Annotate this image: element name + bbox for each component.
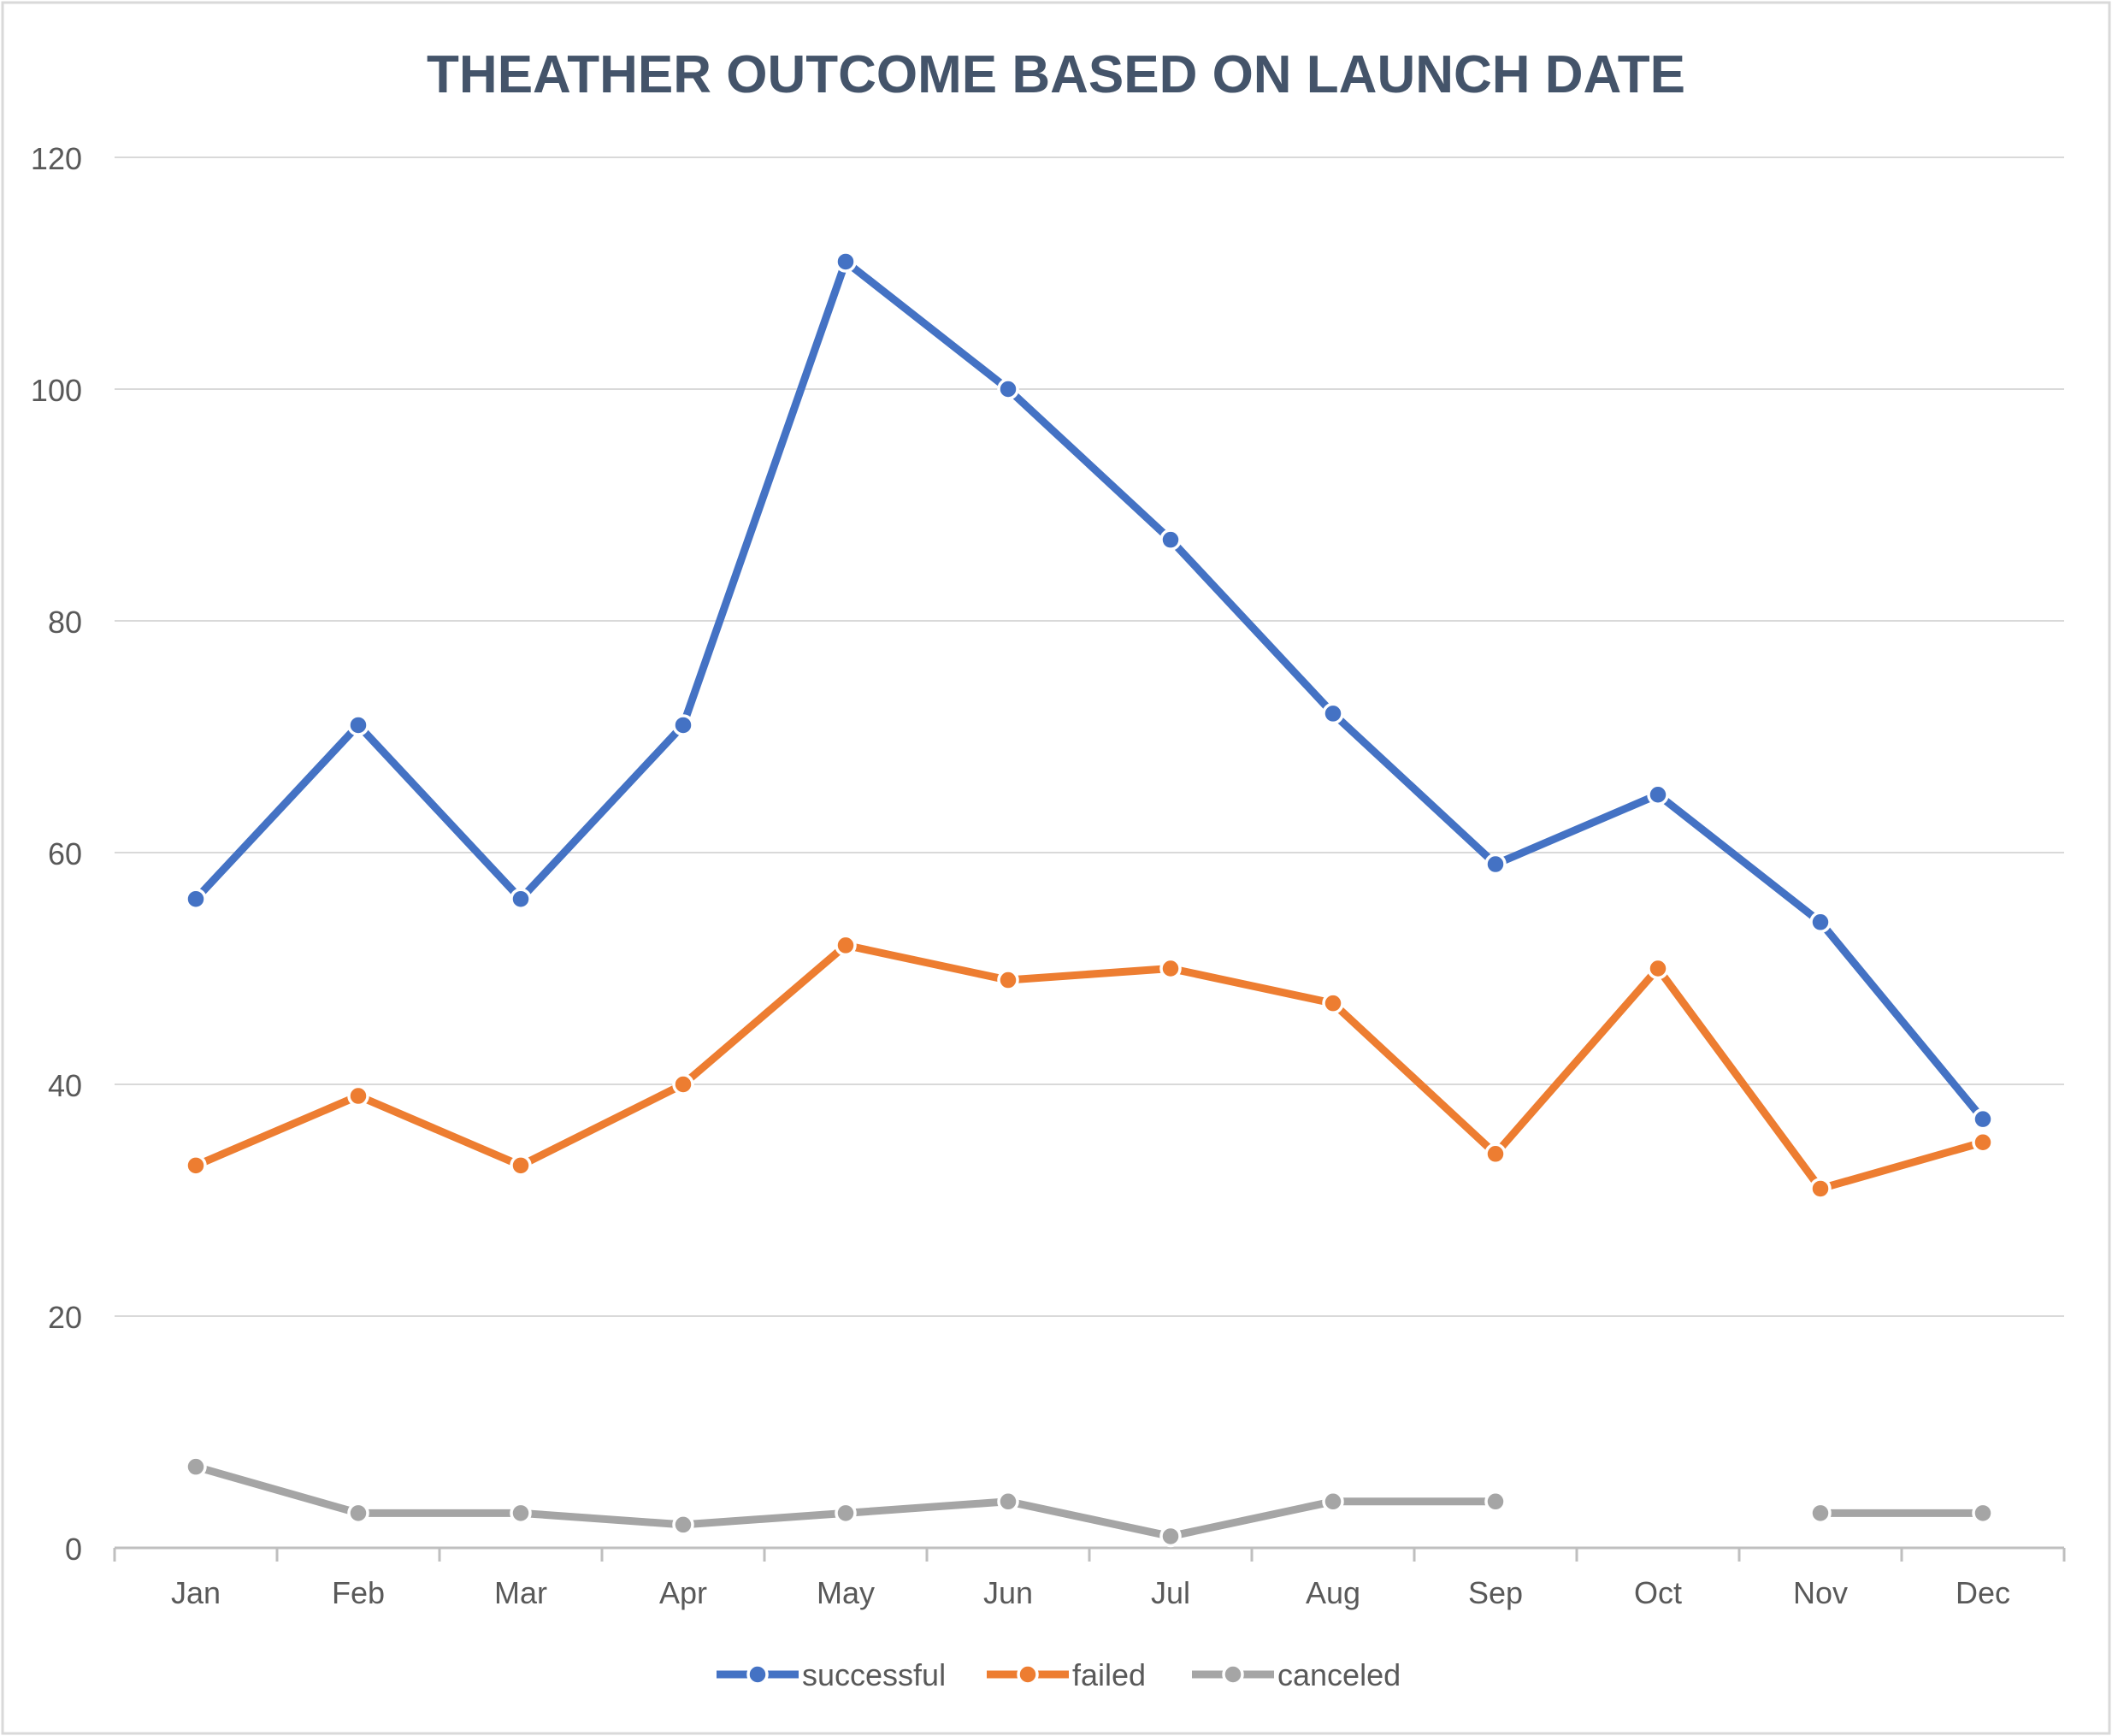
series-line xyxy=(192,941,1987,1193)
legend-marker xyxy=(1222,1663,1244,1686)
y-tick-label: 80 xyxy=(48,605,82,640)
x-tick-label: Jan xyxy=(171,1575,221,1610)
data-point xyxy=(1809,911,1832,934)
x-tick-label: Oct xyxy=(1634,1575,1682,1610)
data-point xyxy=(347,714,369,736)
y-tick-label: 100 xyxy=(31,373,82,408)
legend-marker xyxy=(1017,1663,1039,1686)
legend-marker xyxy=(746,1663,769,1686)
data-point xyxy=(997,969,1019,991)
data-point xyxy=(1484,1491,1507,1513)
y-tick-label: 120 xyxy=(31,141,82,176)
data-point xyxy=(185,1456,207,1478)
data-point xyxy=(510,888,532,910)
x-tick-label: Nov xyxy=(1793,1575,1848,1610)
legend-label: canceled xyxy=(1277,1657,1401,1692)
data-point xyxy=(1159,528,1182,551)
legend-entry-successful: successful xyxy=(717,1657,946,1692)
data-point xyxy=(835,1502,857,1525)
series-failed xyxy=(185,934,1994,1200)
data-point xyxy=(1809,1178,1832,1200)
data-point xyxy=(1972,1502,1994,1525)
x-axis xyxy=(113,1546,2066,1562)
y-tick-label: 40 xyxy=(48,1068,82,1103)
x-tick-label: Feb xyxy=(332,1575,385,1610)
chart-title: THEATHER OUTCOME BASED ON LAUNCH DATE xyxy=(427,45,1685,104)
legend-label: failed xyxy=(1072,1657,1146,1692)
data-point xyxy=(1809,1502,1832,1525)
x-tick-label: Sep xyxy=(1468,1575,1523,1610)
data-point xyxy=(997,378,1019,400)
data-point xyxy=(1484,853,1507,876)
legend-entry-canceled: canceled xyxy=(1192,1657,1401,1692)
data-point xyxy=(1322,1491,1344,1513)
x-axis-tick-labels: Jan Feb Mar Apr May Jun Jul Aug Sep Oct Nov Dec xyxy=(171,1575,2010,1610)
data-point xyxy=(185,1154,207,1177)
data-point xyxy=(835,251,857,273)
y-tick-label: 60 xyxy=(48,836,82,871)
legend-label: successful xyxy=(802,1657,946,1692)
data-point xyxy=(510,1502,532,1525)
y-tick-label: 20 xyxy=(48,1300,82,1335)
series-line xyxy=(192,257,1987,1124)
data-point xyxy=(347,1084,369,1107)
legend: successful failed canceled xyxy=(717,1657,1401,1692)
data-point xyxy=(1322,992,1344,1014)
x-tick-label: May xyxy=(817,1575,875,1610)
data-point xyxy=(1972,1131,1994,1154)
x-tick-label: Mar xyxy=(494,1575,547,1610)
x-tick-label: Jul xyxy=(1151,1575,1190,1610)
series-lines xyxy=(185,251,1994,1548)
data-point xyxy=(1159,1525,1182,1548)
data-point xyxy=(672,1514,694,1536)
data-point xyxy=(835,934,857,957)
data-point xyxy=(997,1491,1019,1513)
x-tick-label: Aug xyxy=(1306,1575,1360,1610)
x-tick-label: Dec xyxy=(1956,1575,2010,1610)
series-successful xyxy=(185,251,1994,1131)
data-point xyxy=(1647,783,1669,806)
data-point xyxy=(1159,957,1182,980)
data-point xyxy=(1484,1143,1507,1166)
y-axis-tick-labels: 0 20 40 60 80 100 120 xyxy=(31,141,82,1567)
data-point xyxy=(185,888,207,910)
data-point xyxy=(1972,1107,1994,1131)
data-point xyxy=(1322,702,1344,725)
data-point xyxy=(672,1073,694,1095)
x-tick-label: Apr xyxy=(659,1575,707,1610)
data-point xyxy=(672,714,694,736)
data-point xyxy=(510,1154,532,1177)
legend-entry-failed: failed xyxy=(987,1657,1146,1692)
x-tick-label: Jun xyxy=(983,1575,1033,1610)
y-tick-label: 0 xyxy=(65,1532,82,1567)
gridlines xyxy=(115,156,2064,1317)
series-canceled xyxy=(185,1456,1994,1548)
data-point xyxy=(347,1502,369,1525)
data-point xyxy=(1647,957,1669,980)
